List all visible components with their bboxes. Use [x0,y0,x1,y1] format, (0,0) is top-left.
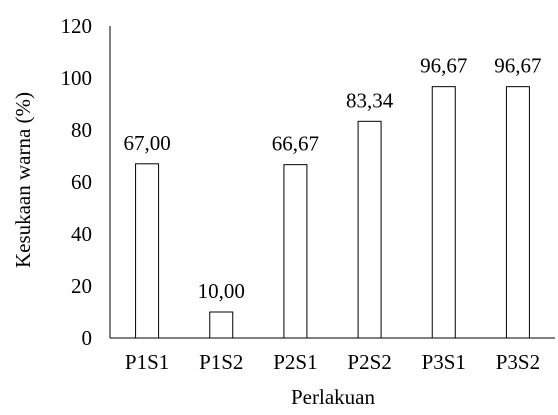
data-labels: 67,00 10,00 66,67 83,34 96,67 96,67 [123,54,541,303]
bar-p3s2 [505,86,530,339]
y-tick-label: 0 [82,326,93,350]
bar-p1s1 [135,163,160,339]
y-axis-title: Kesukaan warna (%) [11,92,35,268]
data-label-p1s2: 10,00 [198,279,245,303]
bar-p2s2 [357,120,382,339]
bar-p3s1 [431,86,456,339]
y-tick-label: 20 [71,274,92,298]
x-axis-title: Perlakuan [291,385,375,409]
x-axis-ticks: P1S1 P1S2 P2S1 P2S2 P3S1 P3S2 [125,350,540,374]
x-tick-label-p3s1: P3S1 [422,350,466,374]
y-tick-label: 120 [61,14,93,38]
y-tick-label: 60 [71,170,92,194]
data-label-p3s1: 96,67 [420,54,467,78]
x-tick-label-p1s2: P1S2 [199,350,243,374]
x-tick-label-p3s2: P3S2 [496,350,540,374]
y-axis-ticks: 0 20 40 60 80 100 120 [61,14,93,350]
y-tick-label: 100 [61,66,93,90]
x-tick-label-p1s1: P1S1 [125,350,169,374]
data-label-p2s2: 83,34 [346,88,394,112]
data-label-p1s1: 67,00 [123,131,170,155]
data-label-p2s1: 66,67 [272,132,319,156]
bar-p2s1 [283,164,308,339]
bar-p1s2 [209,311,234,339]
data-label-p3s2: 96,67 [494,54,541,78]
bars [135,86,530,339]
x-tick-label-p2s1: P2S1 [273,350,317,374]
y-tick-label: 80 [71,118,92,142]
x-tick-label-p2s2: P2S2 [347,350,391,374]
y-tick-label: 40 [71,222,92,246]
